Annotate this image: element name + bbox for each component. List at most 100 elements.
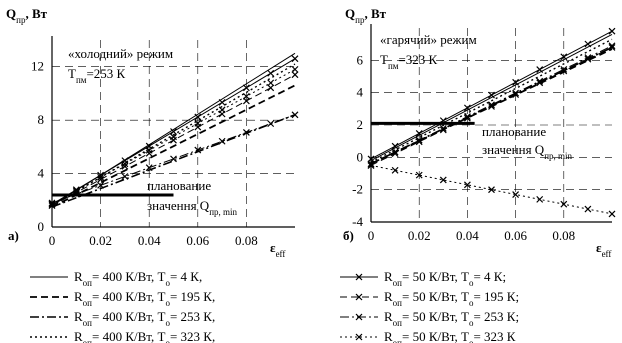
- series-marker: [463, 181, 471, 189]
- legend-sample-solid-x: [340, 273, 378, 281]
- temperature-label: Tпм=323 К: [380, 52, 438, 71]
- series-solid: [370, 34, 613, 162]
- series-marker: [560, 67, 568, 75]
- series-dashdot: [51, 114, 296, 208]
- x-tick-label: 0.08: [552, 228, 575, 243]
- series-marker: [48, 200, 56, 208]
- series-line: [370, 45, 613, 165]
- series-marker: [584, 55, 592, 63]
- series-marker: [463, 113, 471, 121]
- series-marker: [512, 91, 520, 99]
- series-marker: [218, 137, 226, 145]
- x-tick-label: 0.02: [89, 233, 112, 248]
- series-marker: [488, 101, 495, 109]
- x-tick-label: 0.08: [235, 233, 258, 248]
- series-marker: [488, 91, 495, 99]
- series-marker: [608, 43, 616, 51]
- series-marker: [267, 84, 275, 92]
- legend-entry-solid-x: Rоп= 50 К/Вт, Tо= 4 К;: [384, 269, 506, 288]
- series-marker: [48, 202, 56, 210]
- y-tick-label: 0: [357, 149, 364, 164]
- planned-label-line2: значення Qпр, min: [482, 142, 573, 161]
- planned-label-line1: планование: [482, 124, 546, 139]
- mode-label: «холодний» режим: [68, 46, 173, 61]
- series-marker: [218, 106, 226, 114]
- series-marker: [145, 146, 153, 154]
- series-marker: [121, 160, 129, 168]
- legend-entry-dot: Rоп= 400 К/Вт, Tо= 323 К,: [74, 329, 215, 343]
- series-marker: [391, 150, 399, 158]
- legend-sample-dash-x: [340, 293, 378, 301]
- chart-panel-a: 0 0.02 0.04 0.06 0.08 0 4 8 12: [31, 36, 299, 248]
- legend-marker: [355, 293, 363, 301]
- series-marker: [242, 129, 250, 136]
- series-marker: [267, 120, 275, 128]
- series-marker: [367, 160, 375, 168]
- legend-entry-dash: Rоп= 400 К/Вт, Tо= 195 К,: [74, 289, 215, 308]
- legend-sample-dot-x: [340, 333, 378, 341]
- series-line: [370, 164, 613, 215]
- series-marker: [391, 142, 399, 150]
- series-marker: [415, 171, 423, 179]
- series-marker: [512, 78, 520, 86]
- series-marker: [291, 55, 299, 63]
- series-marker: [194, 113, 202, 121]
- temperature-label: Tпм=253 К: [68, 66, 126, 85]
- series-marker: [439, 126, 447, 134]
- series-marker: [608, 210, 616, 218]
- series-marker: [170, 155, 177, 163]
- x-tick-label: 0.06: [504, 228, 527, 243]
- legend-marker: [355, 313, 363, 321]
- legend-entry-dashdot: Rоп= 400 К/Вт, Tо= 253 К,: [74, 309, 215, 328]
- series-marker: [560, 65, 568, 73]
- series-marker: [415, 136, 423, 144]
- x-axis-label: εeff: [596, 240, 611, 259]
- series-marker: [463, 114, 471, 122]
- series-line: [370, 38, 613, 163]
- y-tick-label: 4: [357, 85, 364, 100]
- series-marker: [97, 173, 105, 181]
- series-marker: [536, 77, 544, 85]
- series-marker: [560, 53, 568, 61]
- series-marker: [367, 155, 375, 163]
- series-marker: [145, 164, 153, 172]
- series-marker: [218, 98, 226, 106]
- series-marker: [121, 173, 129, 180]
- series-marker: [145, 149, 153, 157]
- legend-entry-dashdot-x: Rоп= 50 К/Вт, Tо= 253 К;: [384, 309, 519, 328]
- legend-entry-dot-x: Rоп= 50 К/Вт, Tо= 323 К: [384, 329, 516, 343]
- series-marker: [194, 119, 202, 127]
- series-marker: [291, 71, 299, 79]
- series-marker: [584, 54, 592, 62]
- series-solid-x: [367, 27, 616, 163]
- series-marker: [512, 89, 520, 97]
- legend-entry-solid: Rоп= 400 К/Вт, Tо= 4 К,: [74, 269, 202, 288]
- series-marker: [170, 133, 177, 141]
- series-marker: [391, 166, 399, 174]
- series-marker: [488, 102, 495, 110]
- x-tick-label: 0.06: [186, 233, 209, 248]
- series-marker: [267, 79, 275, 87]
- legend-entry-dash-x: Rоп= 50 К/Вт, Tо= 195 К;: [384, 289, 519, 308]
- series-marker: [97, 181, 105, 189]
- x-tick-label: 0.02: [408, 228, 431, 243]
- series-marker: [536, 66, 544, 73]
- series-dash: [51, 84, 296, 208]
- series-marker: [48, 199, 56, 207]
- x-tick-label: 0: [368, 228, 375, 243]
- series-marker: [242, 84, 250, 92]
- y-axis-label: Qпр, Вт: [345, 6, 387, 25]
- mode-label: «гарячий» режим: [380, 32, 477, 47]
- series-marker: [121, 162, 129, 170]
- panel-label: а): [8, 228, 19, 243]
- series-marker: [194, 146, 202, 154]
- series-dot: [370, 38, 613, 163]
- y-tick-label: 6: [357, 52, 364, 67]
- planned-label-line2: значення Qпр, min: [147, 198, 238, 217]
- y-tick-label: 0: [38, 219, 45, 234]
- series-line: [370, 34, 613, 162]
- series-line: [51, 68, 296, 205]
- series-marker: [512, 191, 520, 198]
- series-marker: [608, 42, 616, 50]
